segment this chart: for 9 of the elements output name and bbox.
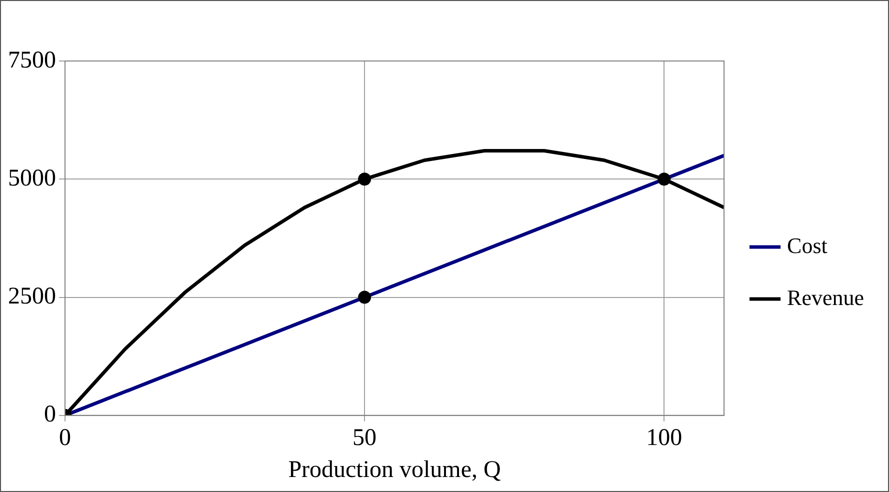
- legend-label: Revenue: [787, 284, 864, 310]
- y-tick-label: 5000: [8, 165, 56, 192]
- legend-label: Cost: [787, 232, 828, 258]
- x-tick-label: 100: [646, 425, 682, 452]
- y-tick-label: 7500: [8, 47, 56, 74]
- x-tick-label: 50: [352, 425, 377, 452]
- y-tick-label: 2500: [8, 284, 56, 310]
- y-tick-label: 0: [44, 402, 56, 428]
- x-axis-title: Production volume, Q: [288, 456, 501, 483]
